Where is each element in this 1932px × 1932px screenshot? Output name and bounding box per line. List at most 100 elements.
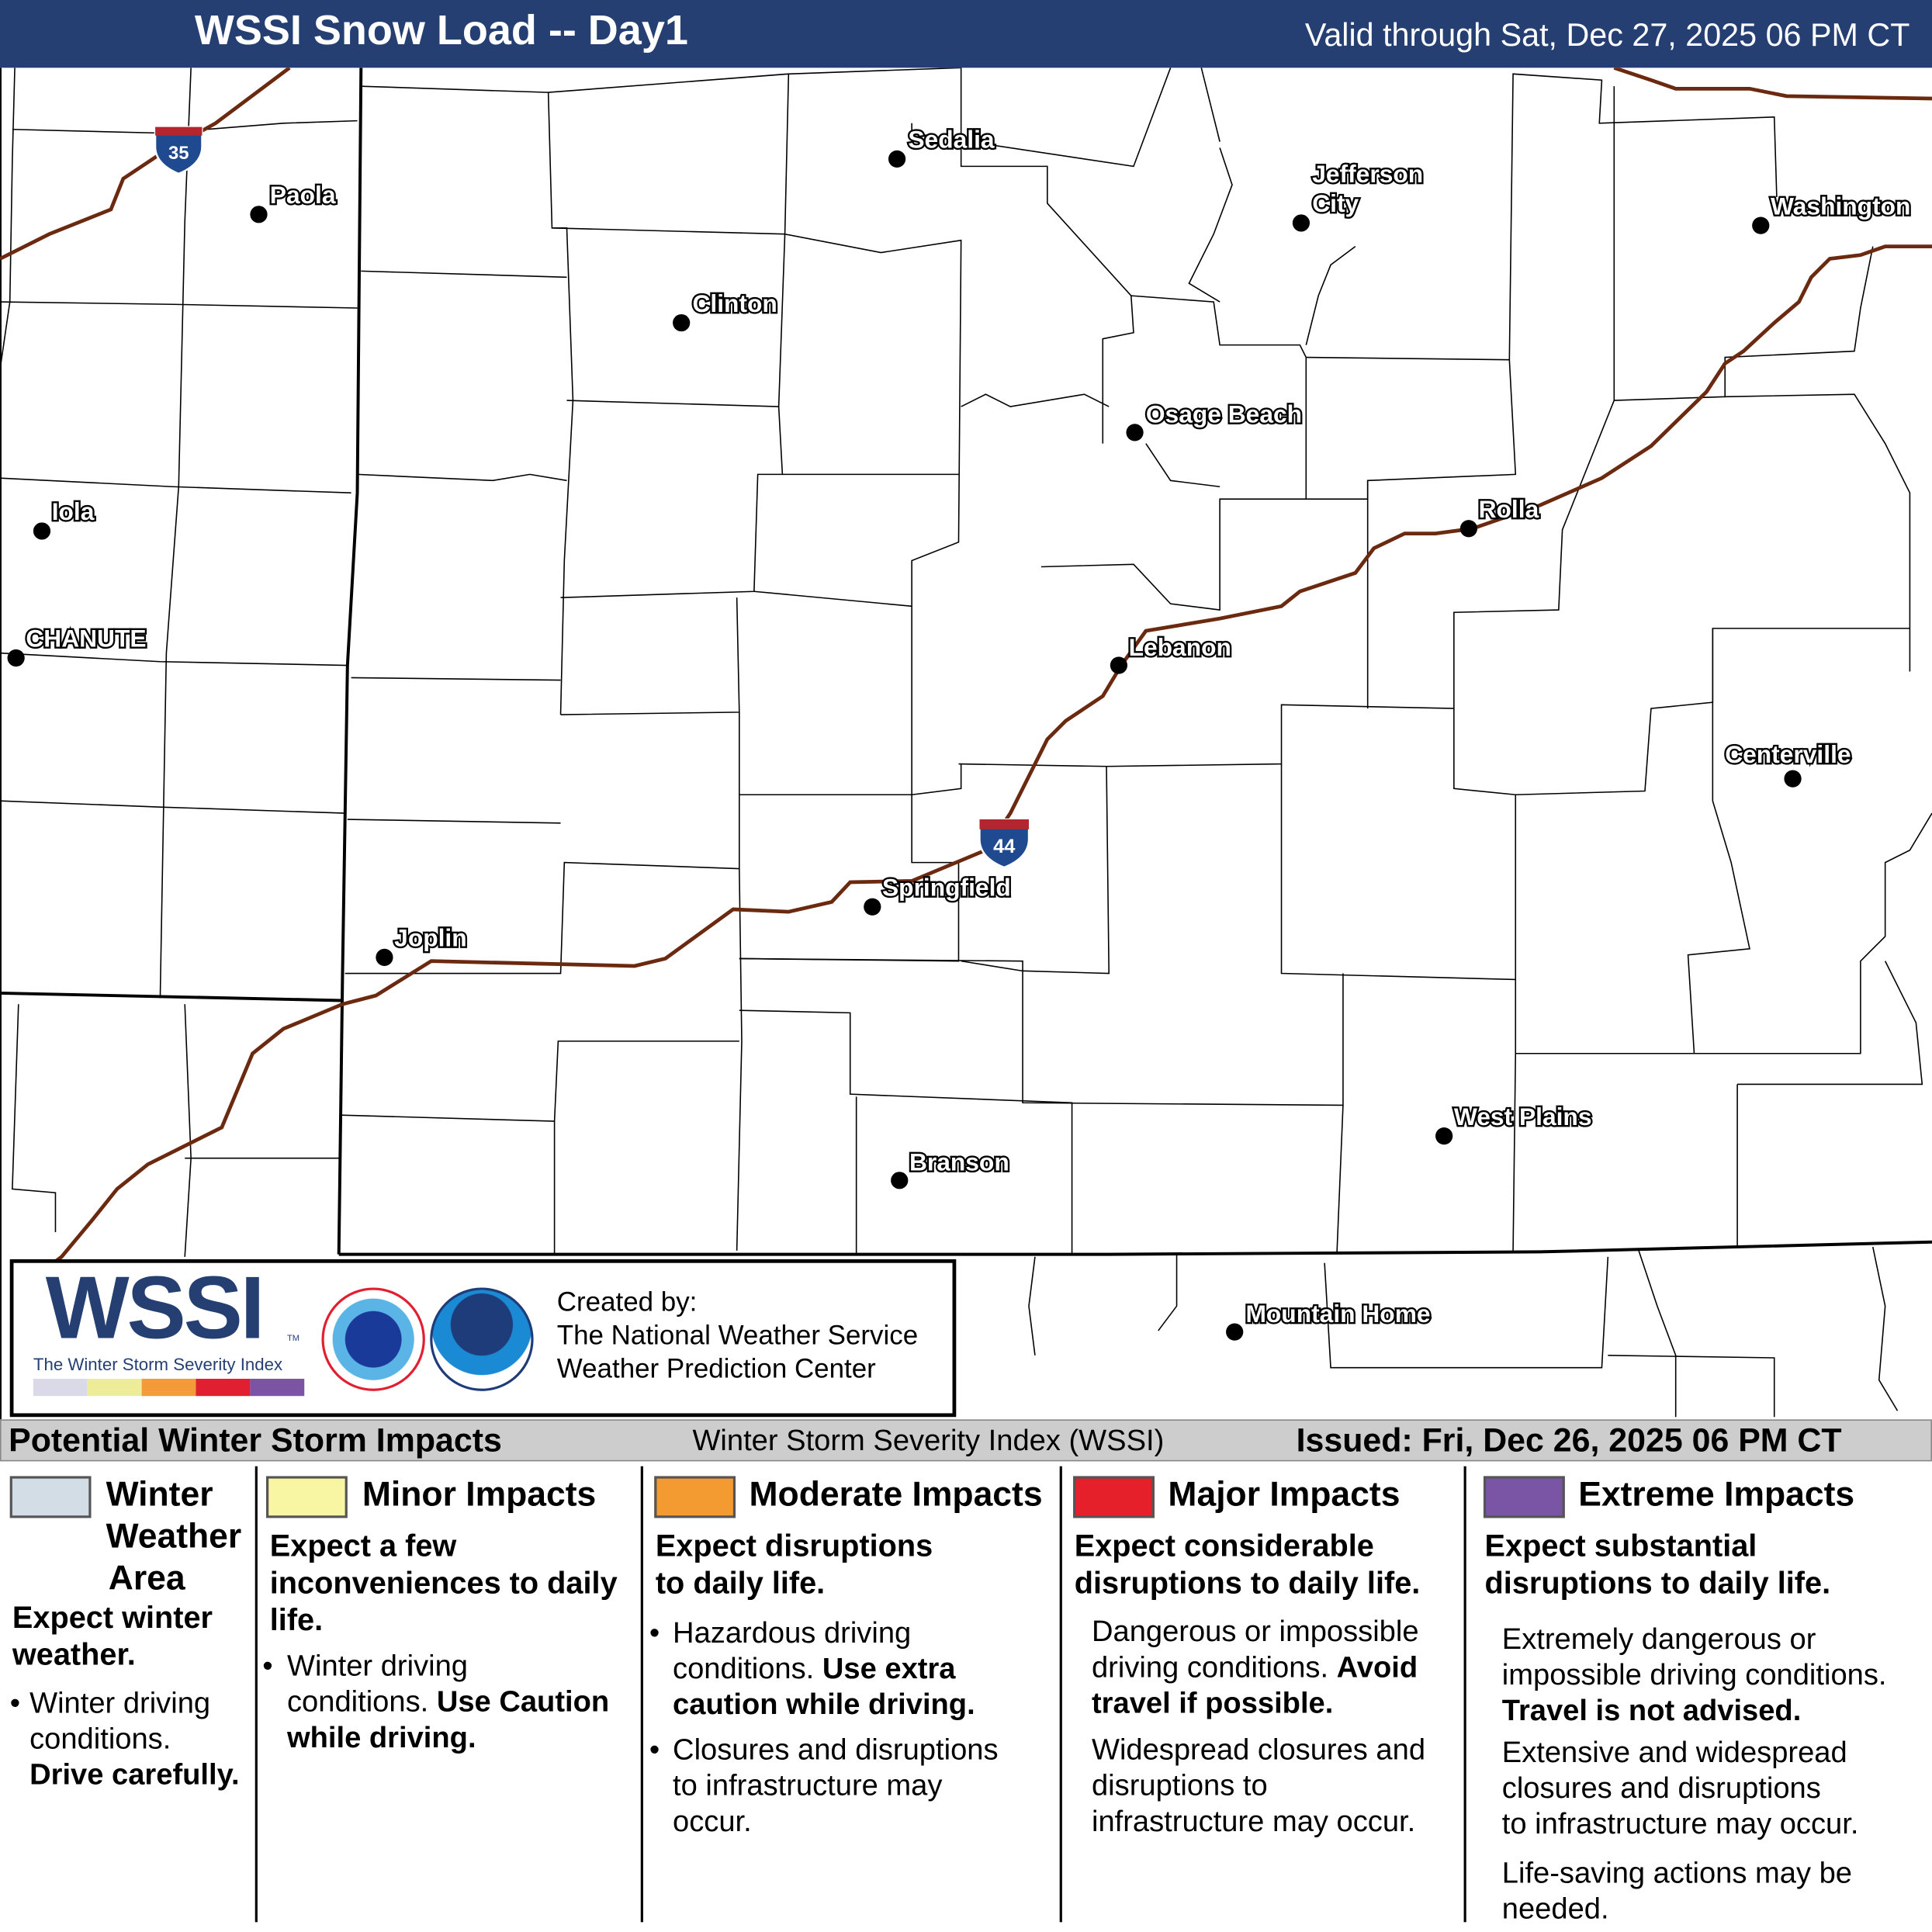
cat-detail: while driving. [287,1721,476,1755]
cat-title: Weather [106,1516,242,1556]
city-label-chanute: CHANUTE [26,625,146,653]
swatch-major [1073,1476,1155,1518]
cat-title: Area [108,1558,185,1598]
i35-south-route [36,1002,344,1277]
city-dot-clinton [673,313,691,332]
cat-detail: Use Caution [436,1685,610,1719]
map-title: WSSI Snow Load -- Day1 [194,7,688,54]
trademark: TM [287,1334,300,1343]
bullet-icon: • [649,1733,660,1768]
legend-moderate-impacts: Moderate Impacts Expect disruptions to d… [645,1461,1059,1924]
city-dot-springfield [864,898,881,916]
swatch-minor [266,1476,348,1518]
legend-title: Potential Winter Storm Impacts [9,1421,502,1459]
cat-detail: needed. [1501,1892,1609,1927]
state-borders [0,68,1932,1420]
cat-detail: Dangerous or impossible [1091,1615,1419,1649]
cat-summary: life. [269,1603,324,1638]
cat-detail: Extremely dangerous or [1501,1622,1816,1657]
cat-detail: Use extra [822,1652,956,1686]
city-label-sedalia: Sedalia [908,126,995,154]
cat-detail: Widespread closures and [1091,1733,1426,1768]
cat-detail: driving conditions. [1091,1650,1329,1684]
cat-detail: conditions. [673,1652,815,1686]
cat-summary: Expect winter [12,1600,213,1636]
swatch-moderate [654,1476,736,1518]
city-label-washington: Washington [1771,192,1910,220]
org-nws: The National Weather Service [556,1319,919,1351]
cat-detail: conditions. [287,1685,429,1719]
issued-time: Issued: Fri, Dec 26, 2025 06 PM CT [1296,1421,1842,1459]
legend-major-impacts: Major Impacts Expect considerable disrup… [1063,1461,1463,1924]
i44-route [341,244,1932,1006]
divider [254,1466,258,1923]
legend-header: Potential Winter Storm Impacts Winter St… [0,1419,1932,1462]
interstate-shield-35: 35 [154,126,203,175]
cat-detail: occur. [673,1805,752,1839]
cat-detail: to infrastructure may [673,1769,943,1803]
cat-detail: Hazardous driving [673,1616,912,1650]
city-dot-sedalia [888,150,906,168]
i35-route [0,68,291,261]
city-dot-joplin [376,948,393,966]
cat-detail: travel if possible. [1091,1686,1334,1720]
cat-summary: disruptions to daily life. [1484,1566,1831,1601]
city-label-springfield: Springfield [882,873,1011,901]
legend-extreme-impacts: Extreme Impacts Expect substantial disru… [1467,1461,1932,1927]
cat-detail: impossible driving conditions. [1501,1658,1887,1692]
cat-summary: to daily life. [655,1566,826,1601]
cat-detail: infrastructure may occur. [1091,1805,1416,1839]
cat-summary: disruptions to daily life. [1074,1566,1421,1601]
cat-summary: Expect disruptions [655,1529,933,1564]
divider [1463,1466,1466,1923]
legend-minor-impacts: Minor Impacts Expect a few inconvenience… [258,1461,640,1924]
cat-detail: to infrastructure may occur. [1501,1807,1859,1841]
credit-box: WSSI TM The Winter Storm Severity Index … [9,1259,957,1418]
cat-title: Winter [106,1474,213,1514]
wssi-logo: WSSI [45,1259,265,1358]
created-by-label: Created by: [556,1286,698,1317]
city-dot-mountain-home [1226,1323,1244,1341]
cat-title: Minor Impacts [362,1474,597,1514]
wssi-color-scale [33,1378,305,1397]
city-label-west-plains: West Plains [1454,1103,1592,1130]
cat-title: Major Impacts [1168,1474,1401,1514]
legend-winter-weather-area: Winter Weather Area Expect winter weathe… [0,1461,254,1924]
city-dot-rolla [1459,520,1478,538]
org-wpc: Weather Prediction Center [556,1352,876,1384]
city-dot-osage-beach [1126,424,1144,441]
missouri-river-route [1613,68,1932,101]
city-dot-chanute [7,649,25,667]
city-label-osage-beach: Osage Beach [1146,400,1302,428]
cat-detail: closures and disruptions [1501,1771,1821,1806]
cat-title: Moderate Impacts [749,1474,1043,1514]
city-dot-west-plains [1435,1127,1453,1145]
bullet-icon: • [262,1650,273,1684]
city-dot-lebanon [1110,656,1128,674]
city-dot-paola [250,206,268,223]
city-label-jefferson: Jefferson [1312,160,1423,188]
bullet-icon: • [649,1616,660,1650]
wssi-tagline: The Winter Storm Severity Index [33,1354,283,1374]
city-dot-branson [891,1172,909,1189]
swatch-extreme [1483,1476,1565,1518]
cat-detail: Life-saving actions may be [1501,1857,1853,1891]
interstate-35-number: 35 [168,143,189,164]
city-label-rolla: Rolla [1479,495,1539,523]
interstate-routes [0,68,1932,1277]
city-dot-jefferson-city [1292,214,1311,232]
bullet-icon: • [9,1686,21,1720]
swatch-winter [9,1476,92,1518]
city-dot-washington [1752,216,1770,234]
cat-title: Extreme Impacts [1578,1474,1855,1514]
cat-detail: disruptions to [1091,1769,1268,1803]
interstate-shield-44: 44 [978,818,1030,869]
city-label-lebanon: Lebanon [1129,633,1231,661]
noaa-logo-icon [430,1287,534,1391]
divider [1059,1466,1062,1923]
cat-detail: caution while driving. [673,1688,975,1722]
city-dot-centerville [1784,770,1802,788]
cat-detail: Winter driving [287,1650,468,1684]
city-label-mountain-home: Mountain Home [1245,1300,1430,1328]
cat-summary: inconveniences to daily [269,1566,618,1601]
